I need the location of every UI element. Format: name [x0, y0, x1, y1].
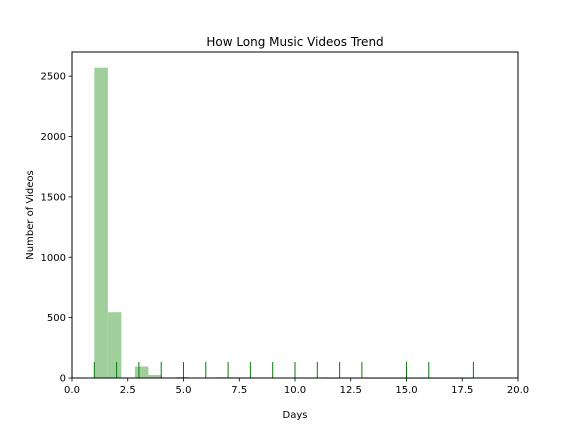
- rug-marks: [93, 362, 474, 378]
- histogram-bar: [134, 366, 149, 378]
- x-axis-ticks: 0.0 2.5 5.0 7.5 10.0 12.5 15.0 17.5 20.0: [64, 378, 529, 396]
- x-tick-label: 7.5: [231, 385, 247, 396]
- x-tick-label: 15.0: [395, 385, 417, 396]
- x-tick-label: 12.5: [340, 385, 362, 396]
- x-tick-label: 5.0: [176, 385, 192, 396]
- x-axis-label: Days: [283, 410, 308, 421]
- y-axis-ticks: 0 500 1000 1500 2000 2500: [41, 72, 72, 385]
- x-tick-label: 0.0: [64, 385, 80, 396]
- histogram-bar: [148, 374, 162, 378]
- y-tick-label: 0: [60, 374, 66, 385]
- x-tick-label: 10.0: [284, 385, 306, 396]
- y-tick-label: 1500: [41, 192, 66, 203]
- y-tick-label: 2000: [41, 132, 66, 143]
- histogram-bar: [107, 312, 122, 378]
- histogram-bar: [94, 67, 108, 379]
- plot-frame: [71, 51, 519, 379]
- y-tick-label: 1000: [41, 253, 66, 264]
- x-tick-label: 2.5: [120, 385, 136, 396]
- chart-title: How Long Music Videos Trend: [206, 35, 383, 49]
- x-tick-label: 20.0: [507, 385, 529, 396]
- y-axis-label: Number of Videos: [25, 170, 36, 259]
- y-tick-label: 2500: [41, 72, 66, 83]
- x-tick-label: 17.5: [451, 385, 473, 396]
- plot-area: [72, 52, 518, 378]
- y-tick-label: 500: [47, 313, 66, 324]
